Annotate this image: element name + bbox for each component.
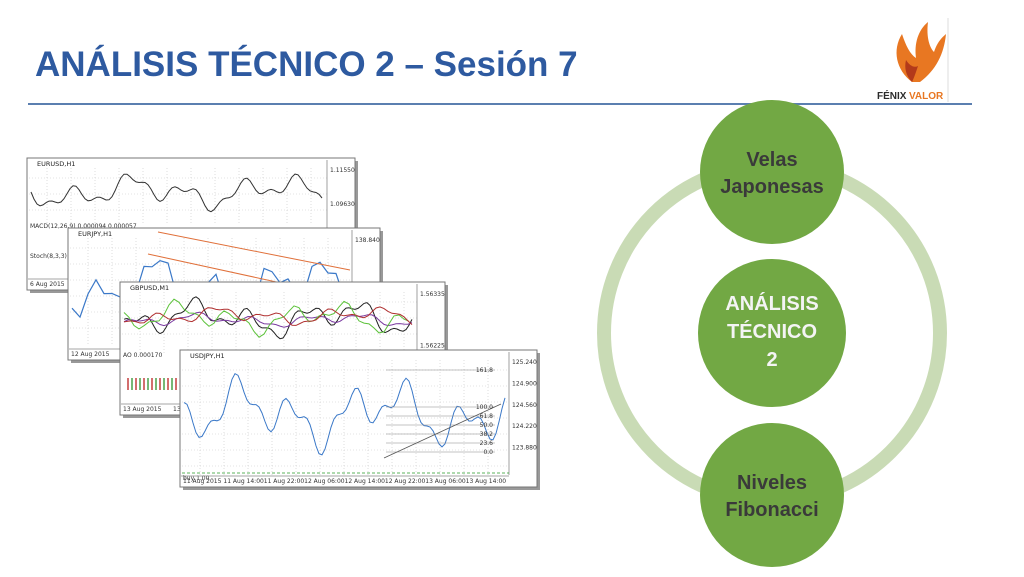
price-label: 123.880	[512, 445, 537, 452]
fib-label: 100.0	[476, 404, 493, 411]
center-label: 2	[766, 349, 777, 371]
price-line	[183, 373, 506, 456]
price-label: 124.900	[512, 380, 537, 387]
cycle-diagram: Velas Japonesas ANÁLISIS TÉCNICO 2 Nivel…	[597, 100, 947, 567]
price-label: 138.840	[355, 237, 380, 244]
logo-brand-primary: FÉNIX	[877, 89, 907, 102]
center-label: ANÁLISIS	[725, 292, 818, 315]
node-label: Niveles	[737, 472, 807, 494]
node-circle	[700, 100, 844, 244]
price-label: 1.09630	[330, 201, 355, 208]
ma-line	[123, 311, 413, 328]
node-label: Japonesas	[720, 176, 823, 198]
window-title: EURUSD,H1	[37, 160, 75, 168]
date-label: 13 Aug 2015	[123, 406, 162, 413]
indicator-label: AO 0.000170	[123, 352, 162, 359]
price-label: 124.560	[512, 402, 537, 409]
logo-phoenix-accent	[905, 60, 918, 82]
indicator-label: MACD(12,26,9) 0.000094 0.000057	[30, 223, 137, 230]
date-label: 6 Aug 2015	[30, 281, 65, 288]
date-label: 13 Aug 14:00	[466, 478, 507, 485]
date-label: 11 Aug 14:00	[223, 478, 264, 485]
window-title: USDJPY,H1	[190, 352, 225, 360]
slide-title: ANÁLISIS TÉCNICO 2 – Sesión 7	[35, 44, 578, 84]
chart-screenshots: EURUSD,H11.115501.096300.004525MACD(12,2…	[26, 157, 540, 490]
price-label: 1.56335	[420, 291, 445, 298]
price-label: 124.220	[512, 423, 537, 430]
trend-line	[157, 231, 351, 271]
date-label: 12 Aug 2015	[71, 351, 110, 358]
date-label: 12 Aug 14:00	[345, 478, 386, 485]
date-label: 13 Aug 06:00	[425, 478, 466, 485]
chart-window: USDJPY,H1 161.8 100.0 61.8 50.0 38.2 23.6 0.0 12…	[179, 349, 540, 490]
node-circle	[700, 423, 844, 567]
logo-brand-secondary: VALOR	[909, 91, 944, 102]
node-label: Velas	[746, 149, 797, 171]
date-label: 12 Aug 22:00	[385, 478, 426, 485]
window-title: GBPUSD,M1	[130, 284, 169, 292]
date-label: 12 Aug 06:00	[304, 478, 345, 485]
indicator-label: buy 1.00	[183, 475, 210, 482]
indicator-label: Stoch(8,3,3) 2	[30, 253, 73, 260]
date-label: 11 Aug 2015	[183, 478, 222, 485]
logo-phoenix	[896, 22, 946, 82]
fib-trend	[383, 403, 502, 459]
price-label: 125.240	[512, 359, 537, 366]
ma-line	[123, 298, 410, 338]
window-title: EURJPY,H1	[78, 230, 112, 238]
date-label: 11 Aug 22:00	[264, 478, 305, 485]
ma-line	[123, 306, 413, 326]
node-label: Fibonacci	[725, 499, 818, 521]
price-label: 1.11550	[330, 167, 355, 174]
price-label: 1.56225	[420, 343, 445, 350]
window-frame	[179, 349, 538, 488]
fib-label: 50.0	[480, 422, 494, 429]
logo: FÉNIX VALOR	[877, 18, 949, 102]
center-label: TÉCNICO	[727, 320, 817, 343]
fib-label: 38.2	[480, 431, 494, 438]
fib-label: 0.0	[483, 449, 493, 456]
center-circle	[698, 259, 846, 407]
fib-label: 61.8	[480, 413, 494, 420]
price-line	[30, 173, 323, 213]
fib-label: 161.8	[476, 367, 493, 374]
fib-label: 23.6	[480, 440, 494, 447]
